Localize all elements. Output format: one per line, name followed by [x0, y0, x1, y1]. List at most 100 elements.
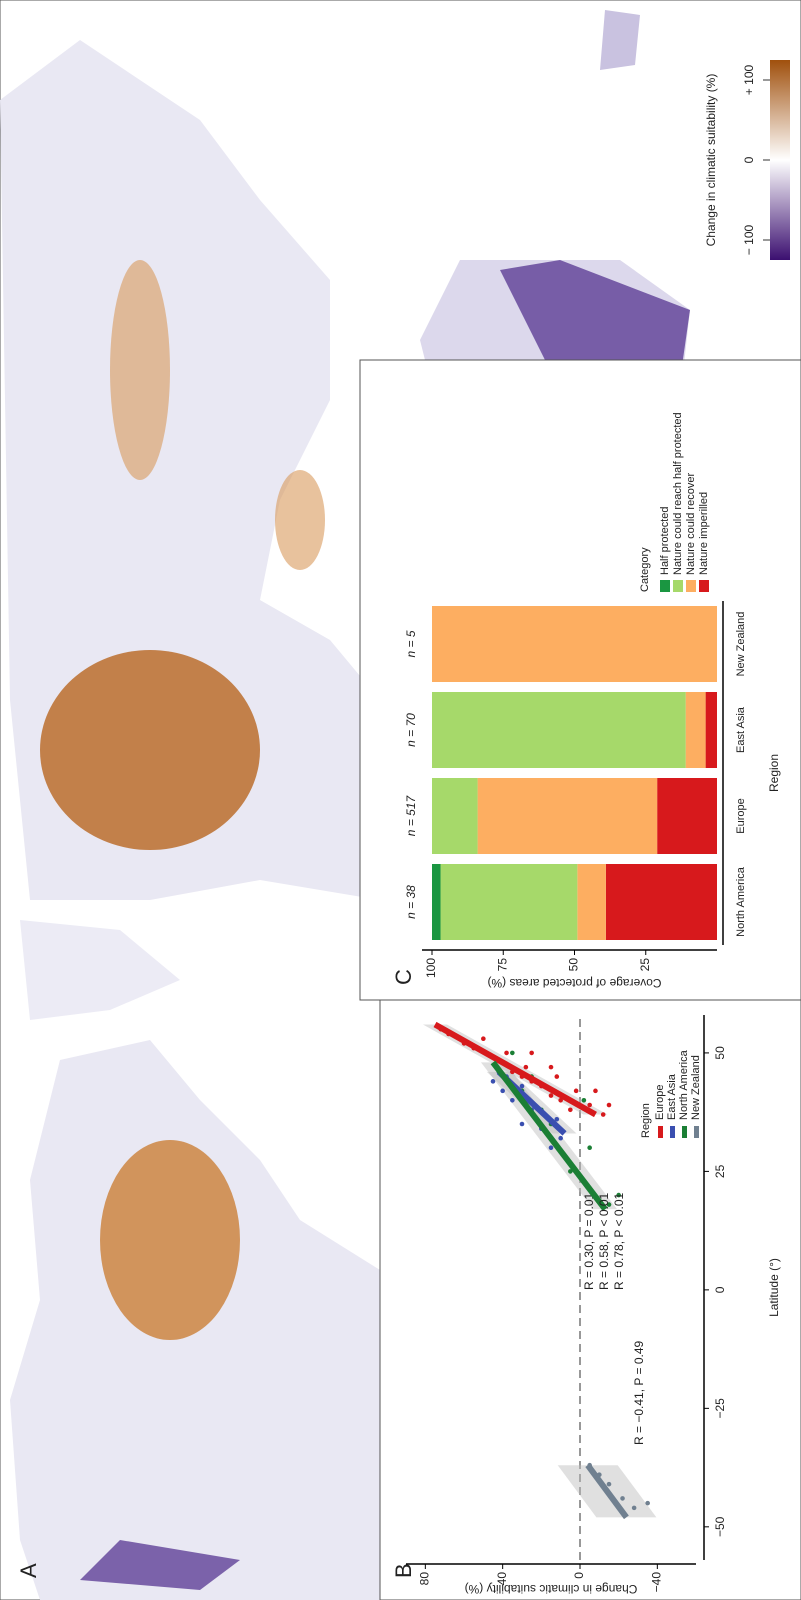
n-label: n = 38 — [404, 885, 418, 919]
legend-swatch — [660, 580, 670, 592]
map-patch — [100, 1140, 240, 1340]
scatter-point — [600, 1112, 606, 1117]
x-tick-label: 50 — [713, 1046, 727, 1060]
legend-swatch — [670, 1126, 675, 1138]
scatter-point — [568, 1169, 573, 1174]
scatter-point — [645, 1500, 650, 1506]
bar-segment — [432, 692, 686, 768]
x-tick-label: North America — [735, 866, 747, 937]
bar-segment — [605, 864, 717, 940]
y-tick-label: 75 — [495, 958, 509, 972]
scatter-point — [548, 1093, 554, 1098]
colorbar-tick-label: 0 — [742, 156, 756, 163]
map-patch — [275, 470, 325, 570]
y-tick-label: 40 — [495, 1572, 509, 1586]
fit-line — [585, 1463, 629, 1520]
scatter-point — [519, 1121, 525, 1127]
y-tick-label: −40 — [650, 1572, 664, 1593]
x-tick-label: −25 — [713, 1398, 727, 1419]
y-tick-label: 50 — [567, 958, 581, 972]
n-label: n = 70 — [404, 713, 418, 747]
scatter-point — [554, 1116, 560, 1122]
legend-label: Half protected — [659, 507, 671, 575]
scatter-point — [568, 1107, 573, 1113]
x-tick-label: 25 — [713, 1164, 727, 1178]
scatter-point — [510, 1050, 515, 1056]
scatter-point — [606, 1202, 612, 1207]
legend-label: Europe — [654, 1085, 666, 1120]
scatter-point — [587, 1145, 592, 1150]
map-patch — [80, 1540, 240, 1590]
scatter-point — [616, 1192, 621, 1198]
continent — [600, 10, 640, 70]
y-tick-label: 100 — [424, 958, 438, 978]
colorbar-title: Change in climatic suitability (%) — [704, 74, 718, 247]
scatter-point — [631, 1505, 637, 1511]
legend-swatch — [673, 580, 683, 592]
bar-segment — [477, 778, 658, 854]
scatter-point — [548, 1145, 554, 1150]
map-patch — [500, 260, 690, 390]
n-label: n = 5 — [404, 630, 418, 657]
scatter-point — [581, 1098, 587, 1103]
bar-segment — [432, 778, 478, 854]
scatter-point — [573, 1088, 579, 1094]
scatter-point — [548, 1064, 554, 1070]
legend-swatch — [694, 1126, 699, 1138]
legend-label: North America — [678, 1049, 690, 1120]
y-axis-title: Coverage of protected areas (%) — [487, 976, 661, 990]
legend-swatch — [686, 580, 696, 592]
bar-segment — [440, 864, 578, 940]
legend-label: Nature imperilled — [698, 492, 710, 575]
x-axis-title: Latitude (°) — [767, 1258, 781, 1317]
legend-title: Category — [639, 547, 651, 592]
continent — [20, 920, 180, 1020]
legend-swatch — [682, 1126, 687, 1138]
scatter-point — [500, 1088, 505, 1094]
scatter-point — [620, 1496, 625, 1501]
x-tick-label: 0 — [713, 1286, 727, 1293]
bar-segment — [657, 778, 718, 854]
legend-label: Nature could reach half protected — [672, 412, 684, 575]
scatter-point — [558, 1135, 563, 1141]
legend-label: Nature could recover — [685, 473, 697, 575]
x-tick-label: East Asia — [735, 706, 747, 753]
panel-label: C — [391, 969, 416, 985]
scatter-point — [558, 1098, 563, 1103]
scatter-point — [587, 1102, 592, 1108]
stat-annotation: R = 0.30, P = 0.01 — [582, 1192, 596, 1290]
x-axis-title: Region — [767, 754, 781, 792]
colorbar-tick-label: + 100 — [742, 64, 756, 95]
bar-segment — [432, 864, 441, 940]
y-tick-label: 25 — [638, 958, 652, 972]
scatter-point — [606, 1102, 612, 1108]
y-tick-label: 80 — [418, 1572, 432, 1586]
scatter-point — [519, 1083, 525, 1089]
legend-swatch — [699, 580, 709, 592]
stat-annotation: R = 0.58, P < 0.01 — [597, 1192, 611, 1290]
colorbar — [770, 60, 790, 260]
panel-label: B — [391, 1563, 416, 1578]
world-map — [0, 10, 690, 1600]
y-tick-label: 0 — [572, 1572, 586, 1579]
y-axis-title: Change in climatic suitability (%) — [465, 1582, 638, 1596]
panel-b-box — [379, 999, 801, 1600]
colorbar-tick-label: − 100 — [742, 224, 756, 255]
x-tick-label: Europe — [735, 798, 747, 833]
n-label: n = 517 — [404, 794, 418, 836]
bar-segment — [577, 864, 606, 940]
fit-line — [433, 1021, 597, 1118]
panel-label: A — [16, 1563, 41, 1578]
x-tick-label: −50 — [713, 1516, 727, 1537]
bar-segment — [685, 692, 706, 768]
map-patch — [110, 260, 170, 480]
scatter-point — [523, 1064, 529, 1070]
scatter-point — [504, 1050, 509, 1056]
scatter-point — [490, 1079, 496, 1084]
scatter-point — [606, 1481, 612, 1487]
legend-title: Region — [640, 1103, 652, 1138]
fit-line — [490, 1060, 608, 1212]
legend-swatch — [658, 1126, 663, 1138]
